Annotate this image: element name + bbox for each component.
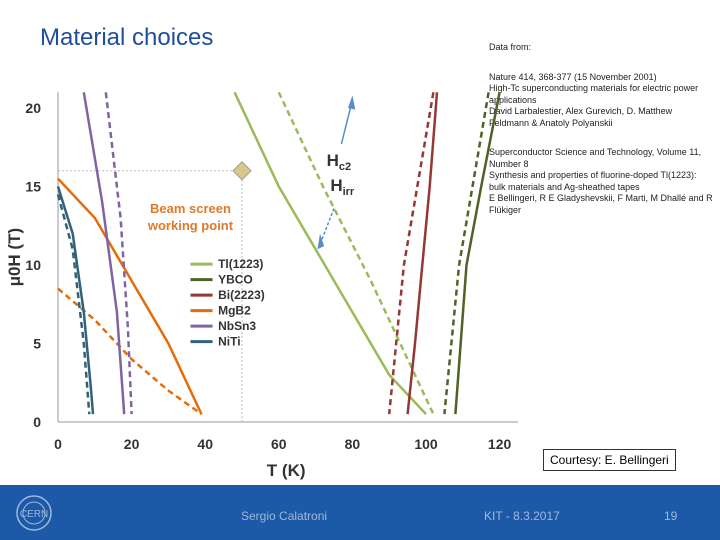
hirr-curve: [56, 194, 91, 415]
x-axis-label: T (K): [267, 461, 306, 480]
hirr-curve: [277, 91, 435, 415]
legend-label: Tl(1223): [218, 257, 263, 271]
x-tick-label: 120: [488, 436, 512, 452]
x-tick-label: 40: [197, 436, 213, 452]
x-tick-label: 100: [414, 436, 438, 452]
hc2-label: Hc2: [327, 151, 352, 173]
svg-text:CERN: CERN: [20, 509, 48, 520]
legend-label: MgB2: [218, 304, 251, 318]
reference-heading: Data from:: [489, 42, 532, 52]
hirr-curve: [443, 92, 490, 415]
hirr-curve: [104, 92, 133, 415]
y-axis-label: μ0H (T): [5, 228, 24, 287]
critical-field-chart: 0 20 40 60 80 100 120 0 5 10 15 20 T (K) μ0H (T) Beam…: [5, 91, 518, 480]
references-block: Data from: Nature 414, 368-377 (15 Novem…: [489, 42, 714, 234]
legend-label: NbSn3: [218, 319, 256, 333]
footer-presenter: Sergio Calatroni: [241, 509, 328, 523]
hc2-curve: [82, 92, 126, 415]
hirr-curve: [387, 92, 435, 415]
hirr-arrow-line: [318, 208, 335, 247]
cern-logo-icon: CERN: [16, 495, 52, 531]
working-point-label: Beam screen: [150, 201, 231, 216]
hc2-curve: [57, 177, 203, 415]
footer-bar: CERN Sergio Calatroni KIT - 8.3.2017 19: [0, 485, 720, 540]
hirr-arrow-head: [317, 233, 325, 250]
reference-nature: Nature 414, 368-377 (15 November 2001) H…: [489, 71, 699, 128]
hc2-arrow-head: [347, 95, 356, 110]
legend-label: Bi(2223): [218, 288, 265, 302]
y-tick-label: 5: [33, 336, 41, 352]
slide-title: Material choices: [40, 24, 214, 51]
reference-sust: Superconductor Science and Technology, V…: [489, 147, 713, 215]
hirr-label: Hirr: [330, 176, 355, 198]
footer-page-number: 19: [664, 509, 678, 523]
legend-label: NiTi: [218, 335, 240, 349]
hc2-curve: [233, 91, 427, 415]
working-point-label: working point: [147, 218, 234, 233]
x-tick-label: 20: [124, 436, 140, 452]
x-tick-label: 0: [54, 436, 62, 452]
legend-label: YBCO: [218, 273, 253, 287]
y-tick-label: 15: [25, 179, 41, 195]
footer-event: KIT - 8.3.2017: [484, 509, 560, 523]
hc2-curve: [454, 92, 501, 415]
x-tick-label: 80: [345, 436, 361, 452]
hc2-curve: [56, 186, 95, 415]
y-tick-label: 20: [25, 100, 41, 116]
y-tick-label: 10: [25, 257, 41, 273]
working-point-marker: [232, 161, 252, 181]
y-tick-label: 0: [33, 414, 41, 430]
courtesy-label: Courtesy: E. Bellingeri: [543, 449, 676, 471]
hc2-curve: [406, 92, 439, 415]
x-tick-label: 60: [271, 436, 287, 452]
